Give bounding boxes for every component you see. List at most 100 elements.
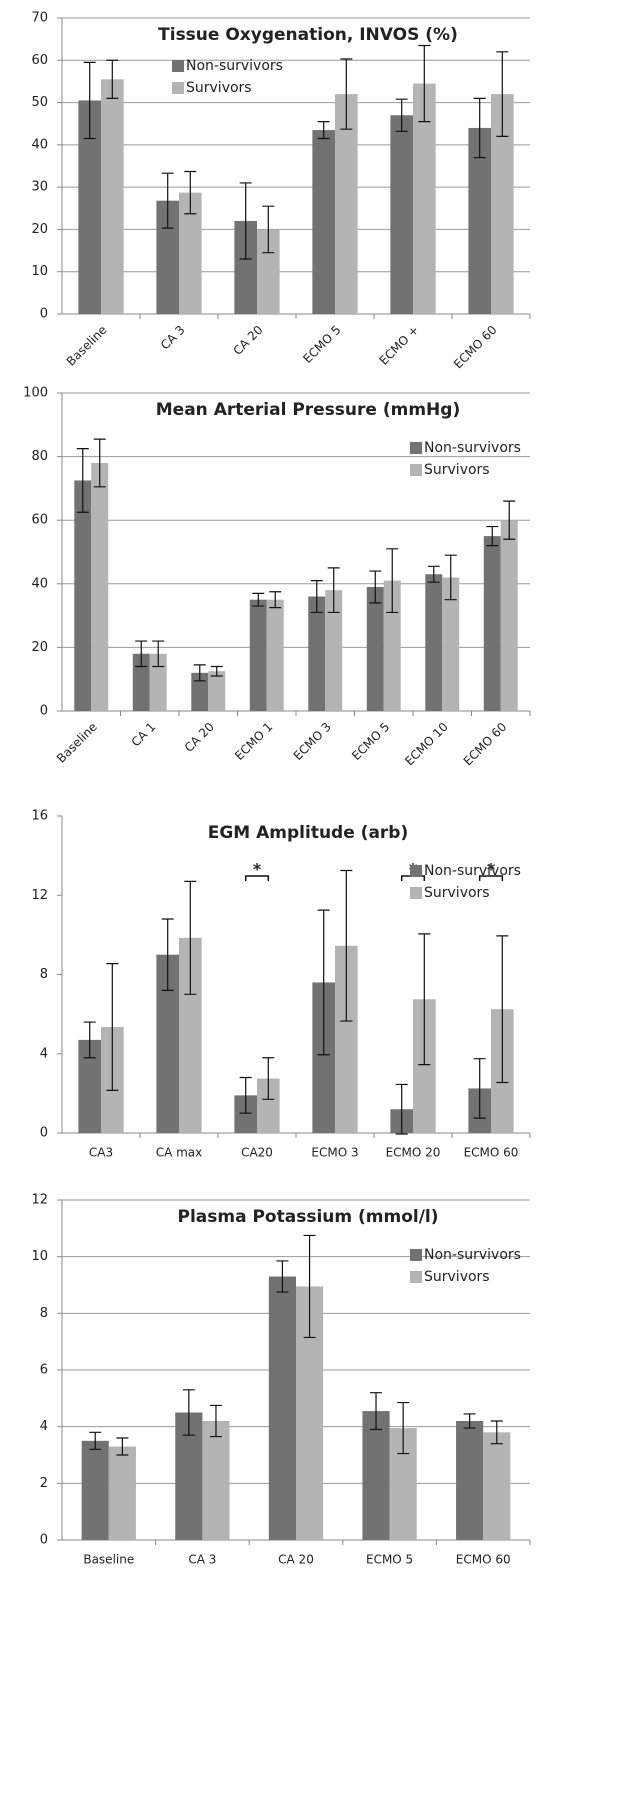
- bar: [335, 945, 358, 1133]
- x-tick-label: ECMO 1: [232, 720, 275, 763]
- bar: [156, 954, 179, 1133]
- legend-label: Non-survivors: [424, 440, 521, 456]
- x-tick-label: Baseline: [83, 1553, 134, 1567]
- error-bar: [397, 1401, 410, 1455]
- bar: [156, 200, 179, 314]
- bar: [208, 671, 226, 711]
- error-bar: [490, 1420, 503, 1445]
- error-bar: [370, 1392, 383, 1431]
- error-bar: [239, 1076, 252, 1114]
- error-bar: [184, 170, 197, 215]
- x-tick-label: CA 1: [129, 720, 159, 750]
- bar: [249, 599, 267, 711]
- y-tick-label: 6: [40, 1363, 48, 1378]
- y-tick-label: 0: [40, 1126, 48, 1141]
- y-tick-label: 60: [31, 53, 48, 68]
- bar: [179, 192, 202, 314]
- bar: [234, 220, 257, 314]
- error-bar: [116, 1437, 129, 1456]
- error-bar: [269, 591, 282, 609]
- bar: [74, 480, 92, 711]
- bar: [335, 94, 358, 314]
- error-bar: [418, 933, 431, 1066]
- y-tick-label: 70: [31, 11, 48, 26]
- error-bar: [276, 1260, 289, 1293]
- x-tick-label: CA 3: [158, 323, 188, 353]
- bar: [132, 653, 150, 711]
- error-bar: [161, 172, 174, 229]
- significance-bracket: [478, 875, 504, 881]
- error-bar: [327, 567, 340, 614]
- error-bar: [152, 640, 165, 668]
- bar: [442, 577, 460, 711]
- error-bar: [252, 592, 265, 607]
- x-tick-label: ECMO +: [377, 323, 422, 368]
- x-tick-label: ECMO 5: [366, 1553, 413, 1567]
- error-bar: [463, 1413, 476, 1429]
- x-tick-label: CA 20: [182, 720, 217, 755]
- error-bar: [135, 640, 148, 668]
- bar: [483, 1432, 511, 1540]
- error-bar: [310, 580, 323, 614]
- legend-swatch: [410, 464, 422, 476]
- bar: [81, 1440, 109, 1540]
- x-tick-label: ECMO 10: [402, 720, 451, 769]
- error-bar: [496, 51, 509, 137]
- error-bar: [161, 918, 174, 991]
- chart-title: EGM Amplitude (arb): [208, 823, 409, 843]
- bar: [91, 462, 109, 711]
- legend-label: Non-survivors: [186, 58, 283, 74]
- x-tick-label: ECMO 3: [311, 1146, 358, 1160]
- error-bar: [106, 963, 119, 1091]
- error-bar: [340, 58, 353, 130]
- bar: [491, 94, 514, 314]
- error-bar: [317, 121, 330, 140]
- x-tick-label: CA max: [156, 1146, 203, 1160]
- error-bar: [303, 1234, 316, 1339]
- error-bar: [89, 1431, 102, 1450]
- legend-swatch: [410, 1249, 422, 1261]
- error-bar: [209, 1404, 222, 1438]
- error-bar: [83, 1021, 96, 1059]
- y-tick-label: 16: [31, 809, 48, 824]
- bar: [456, 1421, 484, 1540]
- bar: [234, 1095, 257, 1133]
- y-tick-label: 40: [31, 576, 48, 591]
- y-tick-label: 80: [31, 449, 48, 464]
- y-tick-label: 20: [31, 222, 48, 237]
- x-tick-label: ECMO 60: [451, 323, 500, 372]
- x-tick-label: ECMO 60: [461, 720, 510, 769]
- error-bar: [182, 1389, 195, 1436]
- error-bar: [340, 869, 353, 1022]
- error-bar: [418, 44, 431, 123]
- x-tick-label: CA 20: [278, 1553, 314, 1567]
- y-tick-label: 4: [40, 1046, 48, 1061]
- bar: [425, 574, 443, 711]
- y-tick-label: 10: [31, 1249, 48, 1264]
- bar: [257, 229, 280, 314]
- significance-bracket: [244, 875, 270, 881]
- x-tick-label: Baseline: [54, 720, 100, 766]
- error-bar: [317, 909, 330, 1056]
- legend-label: Non-survivors: [424, 1247, 521, 1263]
- legend-swatch: [172, 82, 184, 94]
- bar: [413, 999, 436, 1133]
- error-bar: [386, 548, 399, 614]
- x-tick-label: ECMO 5: [349, 720, 392, 763]
- bar: [149, 653, 167, 711]
- bar: [366, 586, 384, 711]
- y-tick-label: 0: [40, 1533, 48, 1548]
- bar: [268, 1276, 296, 1540]
- bar: [383, 580, 401, 711]
- error-bar: [395, 98, 408, 132]
- y-tick-label: 8: [40, 967, 48, 982]
- error-bar: [503, 500, 516, 540]
- y-tick-label: 12: [31, 888, 48, 903]
- y-tick-label: 20: [31, 640, 48, 655]
- bar: [483, 536, 501, 711]
- bar: [325, 590, 343, 711]
- y-tick-label: 12: [31, 1193, 48, 1208]
- error-bar: [184, 880, 197, 995]
- y-tick-label: 8: [40, 1306, 48, 1321]
